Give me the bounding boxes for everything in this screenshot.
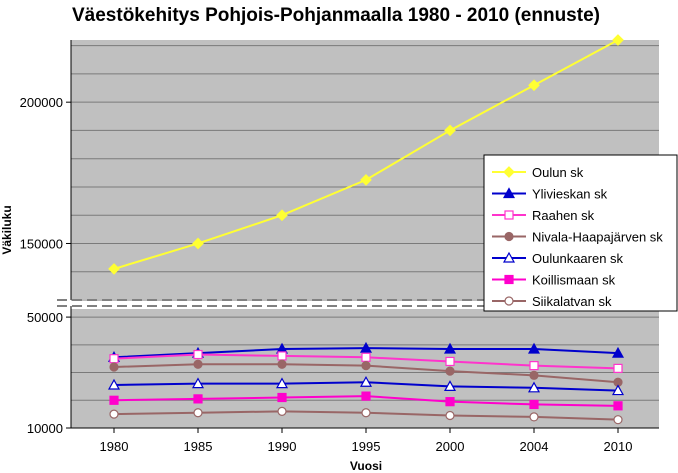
y-tick-label: 50000: [27, 310, 63, 325]
data-point: [528, 79, 540, 92]
series-layer: [107, 34, 625, 425]
data-point: [443, 380, 457, 392]
data-point: [359, 341, 373, 353]
data-point: [529, 361, 539, 371]
data-point: [613, 363, 623, 373]
legend-label: Siikalatvan sk: [532, 294, 612, 309]
x-tick-label: 2000: [436, 439, 465, 454]
data-point: [445, 356, 455, 367]
legend-label: Oulun sk: [532, 165, 584, 180]
legend: Oulun sk Ylivieskan sk Raahen sk Nivala-Haa…: [492, 165, 663, 309]
data-point: [193, 394, 203, 404]
data-point: [109, 354, 119, 364]
data-point: [529, 399, 539, 410]
chart-title: Väestökehitys Pohjois-Pohjanmaalla 1980 …: [72, 5, 600, 26]
legend-label: Koillismaan sk: [532, 273, 616, 288]
data-point: [191, 377, 205, 389]
series-4: [107, 376, 625, 396]
data-point: [275, 377, 289, 389]
legend-box: [483, 154, 678, 312]
y-tick-label: 200000: [20, 95, 63, 110]
y-tick-labels: 150000 200000 10000 50000: [20, 95, 71, 436]
data-point: [108, 263, 120, 275]
data-point: [192, 237, 204, 250]
data-point: [361, 352, 371, 362]
legend-item: Nivala-Haapajärven sk: [492, 230, 663, 245]
legend-item: Oulun sk: [492, 165, 584, 180]
legend-marker: [504, 231, 514, 242]
data-point: [445, 410, 455, 421]
x-axis-label: Vuosi: [350, 459, 382, 473]
legend-label: Nivala-Haapajärven sk: [532, 230, 663, 245]
legend-marker: [503, 166, 515, 178]
data-point: [612, 34, 624, 46]
data-point: [193, 408, 203, 418]
y-axis-label: Väkiluku: [0, 205, 14, 254]
data-point: [276, 209, 288, 222]
data-point: [277, 359, 287, 369]
data-point: [445, 366, 455, 376]
data-point: [277, 392, 287, 403]
x-tick-label: 1990: [268, 439, 297, 454]
data-point: [359, 376, 373, 387]
data-point: [107, 378, 121, 390]
data-point: [109, 362, 119, 372]
data-point: [277, 406, 287, 416]
series-2: [109, 349, 623, 373]
legend-label: Raahen sk: [532, 208, 595, 223]
x-tick-label: 1995: [352, 439, 381, 454]
data-point: [611, 384, 625, 396]
data-point: [613, 415, 623, 425]
y-tick-label: 150000: [20, 236, 63, 251]
legend-marker: [502, 187, 516, 199]
data-point: [613, 401, 623, 411]
legend-marker: [502, 251, 516, 263]
data-point: [361, 361, 371, 371]
data-point: [445, 397, 455, 407]
data-point: [361, 391, 371, 401]
legend-marker: [504, 274, 514, 285]
data-point: [529, 412, 539, 422]
data-point: [444, 124, 456, 137]
data-point: [109, 395, 119, 405]
data-point: [109, 409, 119, 419]
data-point: [193, 349, 203, 360]
legend-item: Koillismaan sk: [492, 273, 616, 288]
series-3: [109, 359, 623, 387]
x-tick-label: 1985: [184, 439, 213, 454]
data-point: [527, 381, 541, 393]
legend-item: Siikalatvan sk: [492, 294, 612, 309]
data-point: [529, 370, 539, 380]
data-point: [527, 342, 541, 354]
x-tick-label: 2010: [604, 439, 633, 454]
legend-label: Oulunkaaren sk: [532, 251, 624, 266]
x-tick-labels: 1980 1985 1990 1995 2000 2004 2010: [100, 428, 633, 454]
series-0: [108, 34, 624, 275]
data-point: [193, 359, 203, 369]
data-point: [277, 351, 287, 361]
y-tick-label: 10000: [27, 421, 63, 436]
series-5: [109, 391, 623, 411]
legend-marker: [504, 296, 514, 306]
data-point: [611, 346, 625, 358]
data-point: [361, 408, 371, 418]
legend-item: Oulunkaaren sk: [492, 251, 624, 266]
data-point: [360, 174, 372, 186]
x-tick-label: 1980: [100, 439, 129, 454]
legend-item: Ylivieskan sk: [492, 187, 608, 202]
x-tick-label: 2004: [520, 439, 549, 454]
legend-item: Raahen sk: [492, 208, 595, 223]
data-point: [443, 342, 457, 354]
series-6: [109, 406, 623, 425]
legend-marker: [504, 210, 514, 220]
legend-label: Ylivieskan sk: [532, 187, 608, 202]
